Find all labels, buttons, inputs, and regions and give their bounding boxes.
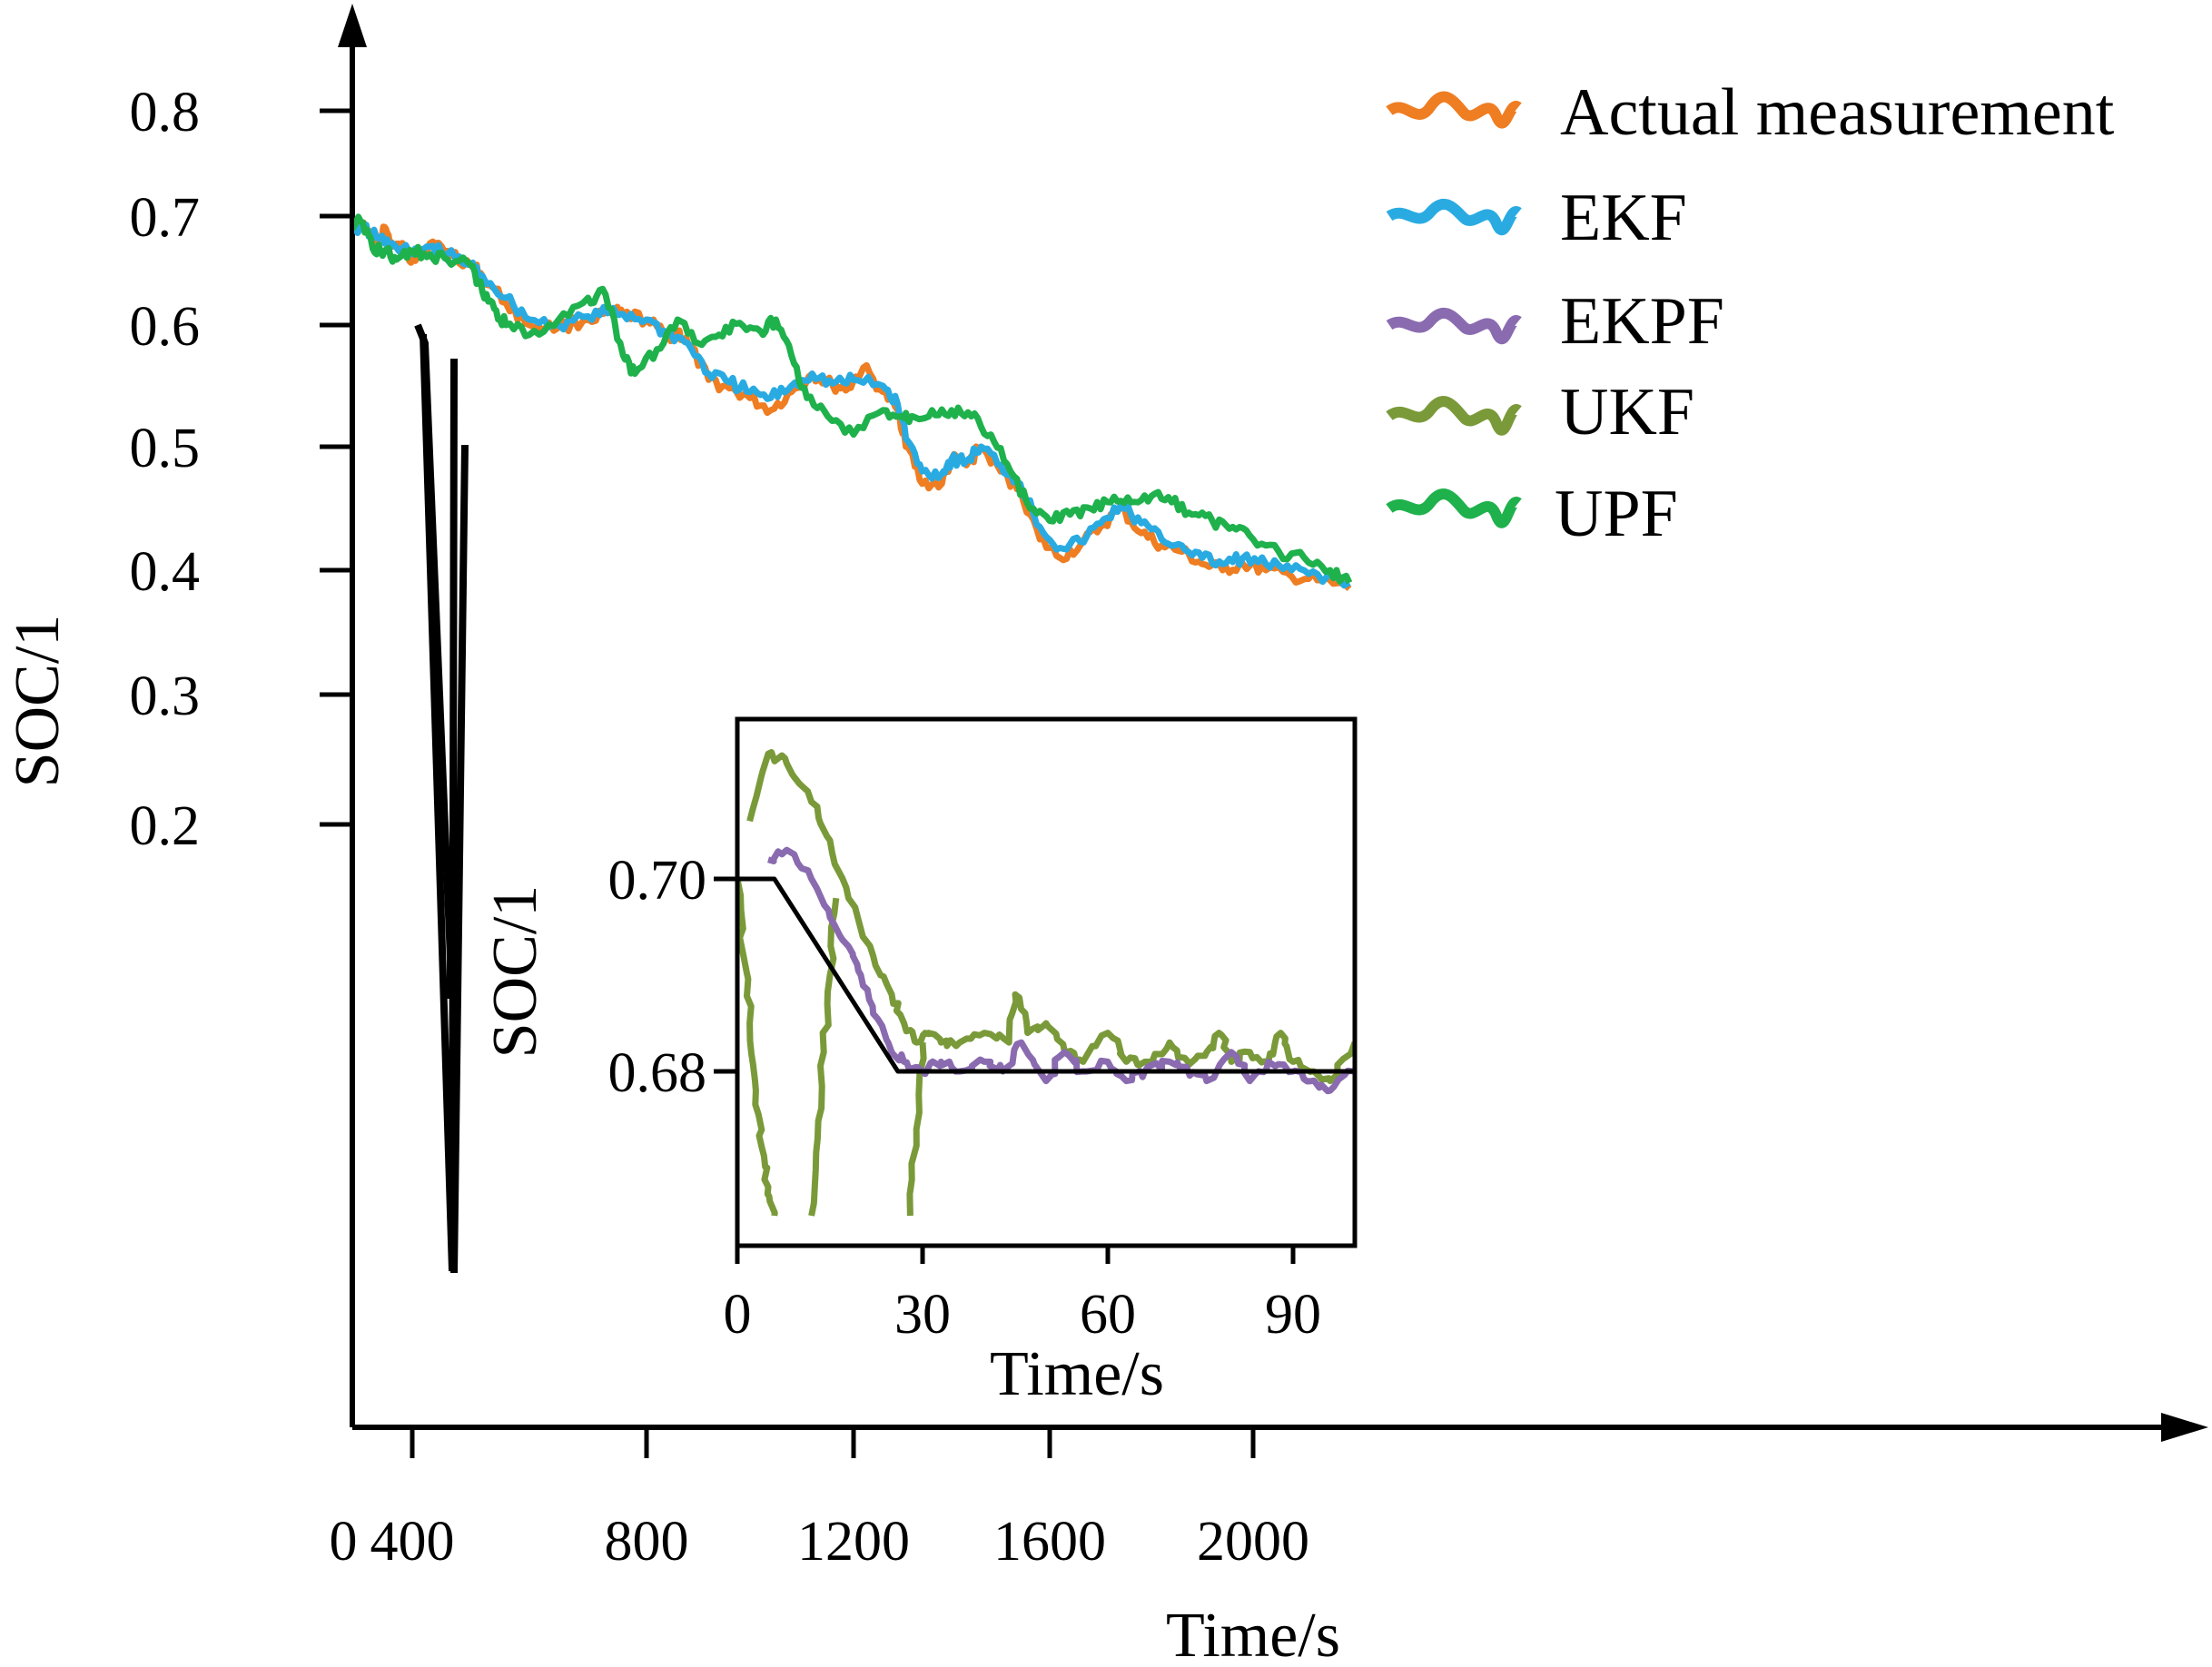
main-series-group	[354, 213, 1353, 591]
legend-label-ekf: EKF	[1560, 181, 1687, 255]
inset-y-tick-label: 0.68	[608, 1042, 707, 1104]
main-y-axis-title: SOC/1	[3, 615, 73, 788]
legend-swatch-ukf	[1386, 396, 1522, 436]
inset-x-tick-label: 60	[1080, 1284, 1136, 1346]
inset-frame	[735, 716, 1358, 1248]
legend: Actual measurement EKF EKPF UKF UPF	[1386, 75, 2115, 551]
initial-transient-spikes	[414, 323, 469, 1274]
legend-swatch-ekpf	[1386, 307, 1522, 345]
legend-swatch-actual	[1386, 91, 1522, 129]
main-y-tick-label: 0.7	[130, 187, 201, 249]
inset-series-line-ukf-initial-oscillation-2	[808, 897, 840, 1217]
main-x-tick-label: 800	[605, 1511, 689, 1573]
legend-label-ekpf: EKPF	[1560, 284, 1724, 359]
inset-y-axis-title: SOC/1	[480, 885, 550, 1059]
main-y-tick-label: 0.5	[130, 418, 201, 479]
main-x-tick-label: 400	[370, 1511, 455, 1573]
main-x-axis-arrow	[2161, 1413, 2208, 1442]
main-x-tick-label: 1600	[993, 1511, 1106, 1573]
legend-label-ukf: UKF	[1560, 375, 1694, 449]
legend-label-actual: Actual measurement	[1560, 75, 2115, 150]
inset-chart: 0.68 0.70 0 30 60 90 Time/s SOC/1	[480, 716, 1358, 1409]
inset-series-group	[737, 749, 1355, 1217]
main-axes	[338, 4, 2208, 1442]
main-x-origin-label: 0	[330, 1511, 358, 1573]
main-x-tick-label: 1200	[797, 1511, 910, 1573]
main-y-tick-label: 0.8	[130, 82, 201, 143]
main-y-ticks: 0.2 0.3 0.4 0.5 0.6 0.7 0.8	[130, 82, 352, 857]
inset-series-line-ukf-initial-oscillation-1	[737, 878, 778, 1217]
inset-x-axis-title: Time/s	[990, 1339, 1164, 1409]
inset-y-tick-label: 0.70	[608, 850, 707, 912]
series-line-upf	[354, 213, 1353, 585]
main-y-tick-label: 0.2	[130, 795, 201, 857]
main-y-tick-label: 0.6	[130, 296, 201, 358]
legend-label-upf: UPF	[1555, 477, 1678, 551]
main-y-tick-label: 0.4	[130, 541, 201, 603]
inset-x-ticks: 0 30 60 90	[724, 1246, 1321, 1346]
transient-spike	[420, 333, 458, 1272]
inset-series-line-ekpf	[767, 846, 1355, 1095]
inset-x-tick-label: 0	[724, 1284, 752, 1346]
inset-x-tick-label: 90	[1265, 1284, 1321, 1346]
main-x-ticks: 400 800 1200 1600 2000	[370, 1427, 1309, 1573]
main-x-tick-label: 2000	[1197, 1511, 1309, 1573]
transient-spike	[450, 444, 469, 1274]
inset-series-line-reference	[737, 876, 1355, 1074]
main-y-tick-label: 0.3	[130, 666, 201, 727]
inset-x-tick-label: 30	[894, 1284, 951, 1346]
main-x-axis-title: Time/s	[1166, 1601, 1340, 1667]
inset-series-line-ukf	[746, 749, 1355, 1085]
inset-y-ticks: 0.68 0.70	[608, 850, 737, 1104]
main-y-axis-arrow	[338, 4, 367, 47]
legend-swatch-upf	[1386, 488, 1522, 528]
legend-swatch-ekf	[1386, 198, 1522, 236]
